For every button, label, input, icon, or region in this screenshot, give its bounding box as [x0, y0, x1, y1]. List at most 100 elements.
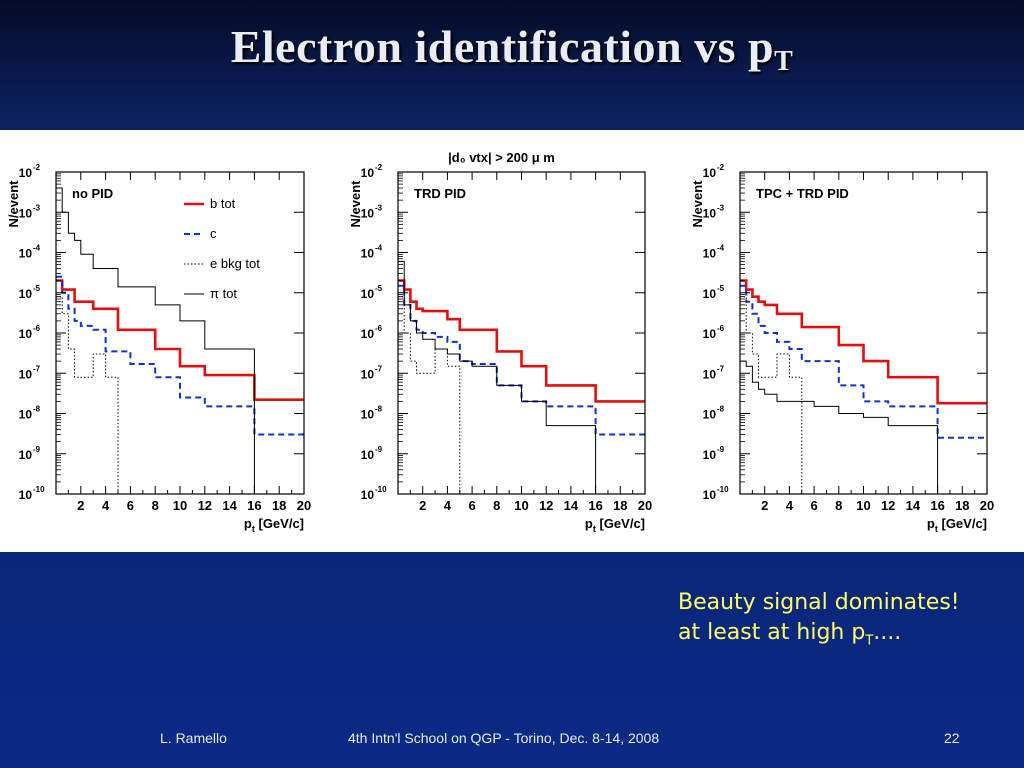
chart-panel-1: 2 4 6 8 10 12 14 16 18 2010-210-310-410-510-610-7…	[6, 163, 311, 534]
y-tick-label: 10	[19, 206, 33, 220]
x-tick-label: 14	[564, 498, 579, 513]
x-tick-label: 20	[638, 498, 652, 513]
y-tick-label: 10	[19, 367, 33, 381]
y-tick-exponent: -5	[375, 284, 383, 293]
y-tick-label: 10	[703, 287, 717, 301]
y-tick-exponent: -4	[717, 244, 725, 253]
x-tick-label: 8	[835, 498, 842, 513]
panel-label: TPC + TRD PID	[756, 186, 849, 201]
x-axis-title: pt [GeV/c]	[585, 516, 645, 534]
y-axis-title: N/event	[690, 180, 705, 228]
x-tick-label: 10	[514, 498, 528, 513]
series-line-c	[56, 275, 304, 436]
callout-text: Beauty signal dominates! at least at hig…	[678, 588, 960, 656]
x-tick-label: 18	[613, 498, 627, 513]
y-tick-label: 10	[19, 488, 33, 502]
y-tick-label: 10	[19, 408, 33, 422]
series-group	[398, 260, 645, 495]
callout-line1: Beauty signal dominates!	[678, 590, 960, 615]
x-tick-label: 16	[930, 498, 944, 513]
x-tick-label: 6	[468, 498, 475, 513]
series-line-c	[740, 284, 987, 439]
plot-frame	[55, 171, 305, 495]
x-tick-label: 6	[127, 498, 134, 513]
x-tick-label: 6	[810, 498, 817, 513]
y-axis-title: N/event	[348, 180, 363, 228]
y-tick-exponent: -9	[717, 445, 725, 454]
y-tick-exponent: -10	[33, 485, 45, 494]
y-tick-exponent: -3	[375, 203, 383, 212]
title-band	[0, 0, 1024, 130]
legend-label: b tot	[210, 196, 236, 211]
panel-label: TRD PID	[414, 186, 466, 201]
panel-label: no PID	[72, 186, 113, 201]
legend-label: e bkg tot	[210, 256, 260, 271]
y-tick-label: 10	[703, 488, 717, 502]
x-tick-label: 2	[77, 498, 84, 513]
x-tick-label: 8	[152, 498, 159, 513]
x-tick-label: 16	[247, 498, 261, 513]
y-tick-exponent: -6	[33, 324, 41, 333]
y-tick-exponent: -8	[717, 405, 725, 414]
x-tick-label: 12	[539, 498, 553, 513]
chart-panel-3: 2 4 6 8 10 12 14 16 18 2010-210-310-410-510-610-7…	[690, 163, 994, 534]
y-tick-exponent: -7	[375, 364, 383, 373]
y-tick-label: 10	[361, 206, 375, 220]
x-tick-label: 14	[222, 498, 237, 513]
y-tick-exponent: -10	[717, 485, 729, 494]
x-tick-label: 20	[980, 498, 994, 513]
y-tick-label: 10	[19, 166, 33, 180]
y-tick-label: 10	[19, 327, 33, 341]
series-line-b-tot	[740, 279, 987, 405]
x-tick-label: 2	[419, 498, 426, 513]
footer-author: L. Ramello	[160, 730, 227, 746]
y-tick-exponent: -7	[717, 364, 725, 373]
y-tick-label: 10	[361, 247, 375, 261]
y-tick-exponent: -8	[375, 405, 383, 414]
x-tick-label: 2	[761, 498, 768, 513]
series-line-b-tot	[398, 279, 645, 403]
series-line-pi-tot	[56, 187, 304, 495]
x-tick-label: 12	[198, 498, 212, 513]
x-tick-label: 18	[955, 498, 969, 513]
slide-title: Electron identification vs pT	[230, 21, 794, 77]
series-group	[56, 187, 304, 495]
legend-label: c	[210, 226, 217, 241]
y-tick-label: 10	[703, 448, 717, 462]
x-axis-title: pt [GeV/c]	[244, 516, 304, 534]
y-tick-label: 10	[703, 408, 717, 422]
x-tick-label: 8	[493, 498, 500, 513]
x-tick-label: 16	[588, 498, 602, 513]
x-tick-label: 4	[102, 498, 110, 513]
y-tick-label: 10	[19, 247, 33, 261]
x-tick-label: 12	[881, 498, 895, 513]
x-tick-label: 20	[297, 498, 311, 513]
chart-panel-2: 2 4 6 8 10 12 14 16 18 2010-210-310-410-510-610-7…	[348, 150, 652, 534]
y-tick-exponent: -2	[375, 163, 383, 172]
y-tick-label: 10	[361, 448, 375, 462]
y-tick-label: 10	[703, 327, 717, 341]
callout-line2: at least at high pT....	[678, 620, 902, 649]
x-tick-label: 14	[906, 498, 921, 513]
legend-label: π tot	[210, 286, 237, 301]
y-tick-label: 10	[703, 206, 717, 220]
y-tick-label: 10	[361, 367, 375, 381]
y-tick-exponent: -6	[375, 324, 383, 333]
y-tick-label: 10	[19, 448, 33, 462]
y-tick-label: 10	[19, 287, 33, 301]
x-tick-label: 4	[444, 498, 452, 513]
y-tick-exponent: -10	[375, 485, 387, 494]
y-tick-label: 10	[361, 166, 375, 180]
y-tick-label: 10	[361, 287, 375, 301]
series-line-pi-tot	[398, 260, 645, 495]
cut-label: |d₀ vtx| > 200 μ m	[448, 150, 555, 165]
y-tick-exponent: -4	[33, 244, 41, 253]
y-tick-label: 10	[361, 327, 375, 341]
y-tick-label: 10	[361, 488, 375, 502]
x-tick-label: 4	[786, 498, 794, 513]
y-tick-exponent: -6	[717, 324, 725, 333]
y-tick-exponent: -7	[33, 364, 41, 373]
y-tick-label: 10	[703, 247, 717, 261]
x-tick-label: 10	[173, 498, 187, 513]
footer-event: 4th Intn'l School on QGP - Torino, Dec. …	[348, 730, 660, 746]
